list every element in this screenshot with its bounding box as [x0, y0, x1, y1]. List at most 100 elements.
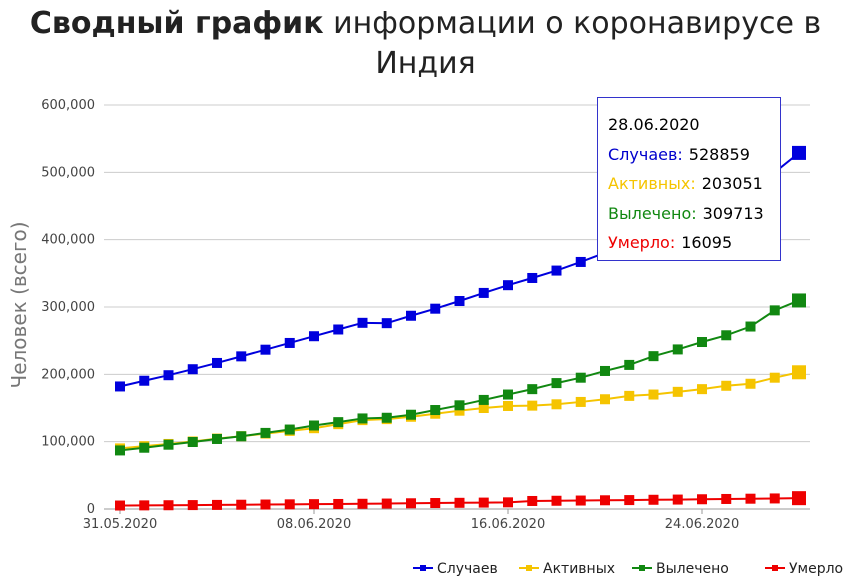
legend-item[interactable]: Случаев: [413, 561, 498, 577]
data-point[interactable]: [357, 317, 368, 328]
data-point[interactable]: [792, 491, 806, 506]
data-point[interactable]: [139, 500, 150, 511]
data-point[interactable]: [600, 394, 610, 405]
data-point[interactable]: [551, 495, 562, 506]
data-point[interactable]: [672, 386, 683, 397]
data-point[interactable]: [187, 364, 198, 375]
data-point[interactable]: [406, 310, 416, 321]
data-point[interactable]: [163, 370, 174, 381]
data-point[interactable]: [697, 384, 707, 395]
data-point[interactable]: [600, 495, 610, 506]
data-point[interactable]: [212, 357, 222, 368]
data-point[interactable]: [697, 337, 707, 348]
data-point[interactable]: [357, 498, 368, 509]
data-point[interactable]: [527, 400, 538, 411]
legend-item[interactable]: Активных: [519, 561, 615, 577]
legend-swatch-marker: [639, 565, 645, 571]
data-point[interactable]: [624, 359, 635, 370]
data-point[interactable]: [236, 431, 247, 442]
data-point[interactable]: [381, 412, 392, 423]
data-point[interactable]: [721, 493, 732, 504]
data-point[interactable]: [792, 365, 806, 380]
data-point[interactable]: [260, 427, 271, 438]
data-point[interactable]: [309, 499, 319, 510]
legend-item[interactable]: Умерло: [765, 561, 843, 577]
data-point[interactable]: [139, 442, 150, 453]
data-point[interactable]: [236, 499, 247, 510]
data-point[interactable]: [212, 499, 222, 510]
data-point[interactable]: [527, 272, 538, 283]
data-point[interactable]: [478, 497, 489, 508]
data-point[interactable]: [503, 389, 513, 400]
data-point[interactable]: [503, 400, 513, 411]
data-point[interactable]: [575, 372, 586, 383]
data-point[interactable]: [163, 500, 174, 511]
data-point[interactable]: [503, 280, 513, 291]
data-point[interactable]: [575, 396, 586, 407]
data-point[interactable]: [260, 344, 271, 355]
data-point[interactable]: [284, 424, 295, 435]
data-point[interactable]: [575, 495, 586, 506]
data-point[interactable]: [163, 439, 174, 450]
data-point[interactable]: [697, 494, 707, 505]
data-point[interactable]: [406, 498, 416, 509]
data-point[interactable]: [527, 384, 538, 395]
data-point[interactable]: [454, 405, 465, 416]
legend-item[interactable]: Вылечено: [632, 561, 729, 577]
data-point[interactable]: [406, 409, 416, 420]
data-point[interactable]: [792, 145, 806, 160]
data-point[interactable]: [284, 499, 295, 510]
data-point[interactable]: [115, 381, 125, 392]
data-point[interactable]: [309, 420, 319, 431]
data-point[interactable]: [212, 433, 222, 444]
data-point[interactable]: [430, 405, 441, 416]
data-point[interactable]: [648, 494, 659, 505]
data-point[interactable]: [745, 378, 756, 389]
data-point[interactable]: [333, 498, 344, 509]
data-point[interactable]: [745, 493, 756, 504]
data-point[interactable]: [745, 321, 756, 332]
data-point[interactable]: [769, 305, 780, 316]
data-point[interactable]: [139, 375, 150, 386]
data-point[interactable]: [187, 437, 198, 448]
data-point[interactable]: [721, 330, 732, 341]
data-point[interactable]: [503, 497, 513, 508]
data-point[interactable]: [792, 293, 806, 308]
data-point[interactable]: [381, 498, 392, 509]
data-point[interactable]: [721, 380, 732, 391]
data-point[interactable]: [478, 403, 489, 413]
data-point[interactable]: [187, 500, 198, 511]
data-point[interactable]: [454, 497, 465, 508]
data-point[interactable]: [115, 500, 125, 511]
data-point[interactable]: [769, 493, 780, 504]
data-point[interactable]: [454, 400, 465, 411]
data-point[interactable]: [381, 318, 392, 329]
data-point[interactable]: [527, 495, 538, 506]
data-point[interactable]: [551, 265, 562, 276]
data-point[interactable]: [478, 394, 489, 405]
data-point[interactable]: [284, 337, 295, 348]
tooltip-cases-label: Случаев:: [608, 144, 683, 164]
data-point[interactable]: [769, 372, 780, 383]
data-point[interactable]: [551, 399, 562, 410]
data-point[interactable]: [309, 331, 319, 342]
data-point[interactable]: [575, 256, 586, 267]
data-point[interactable]: [648, 389, 659, 400]
data-point[interactable]: [430, 498, 441, 509]
data-point[interactable]: [333, 324, 344, 335]
data-point[interactable]: [600, 365, 610, 376]
data-point[interactable]: [551, 378, 562, 389]
data-point[interactable]: [648, 351, 659, 362]
data-point[interactable]: [236, 351, 247, 362]
data-point[interactable]: [672, 494, 683, 505]
data-point[interactable]: [333, 417, 344, 428]
data-point[interactable]: [454, 296, 465, 307]
data-point[interactable]: [624, 495, 635, 506]
data-point[interactable]: [115, 445, 125, 456]
data-point[interactable]: [478, 287, 489, 298]
data-point[interactable]: [430, 303, 441, 314]
data-point[interactable]: [357, 413, 368, 424]
data-point[interactable]: [624, 390, 635, 401]
data-point[interactable]: [672, 344, 683, 355]
data-point[interactable]: [260, 499, 271, 510]
